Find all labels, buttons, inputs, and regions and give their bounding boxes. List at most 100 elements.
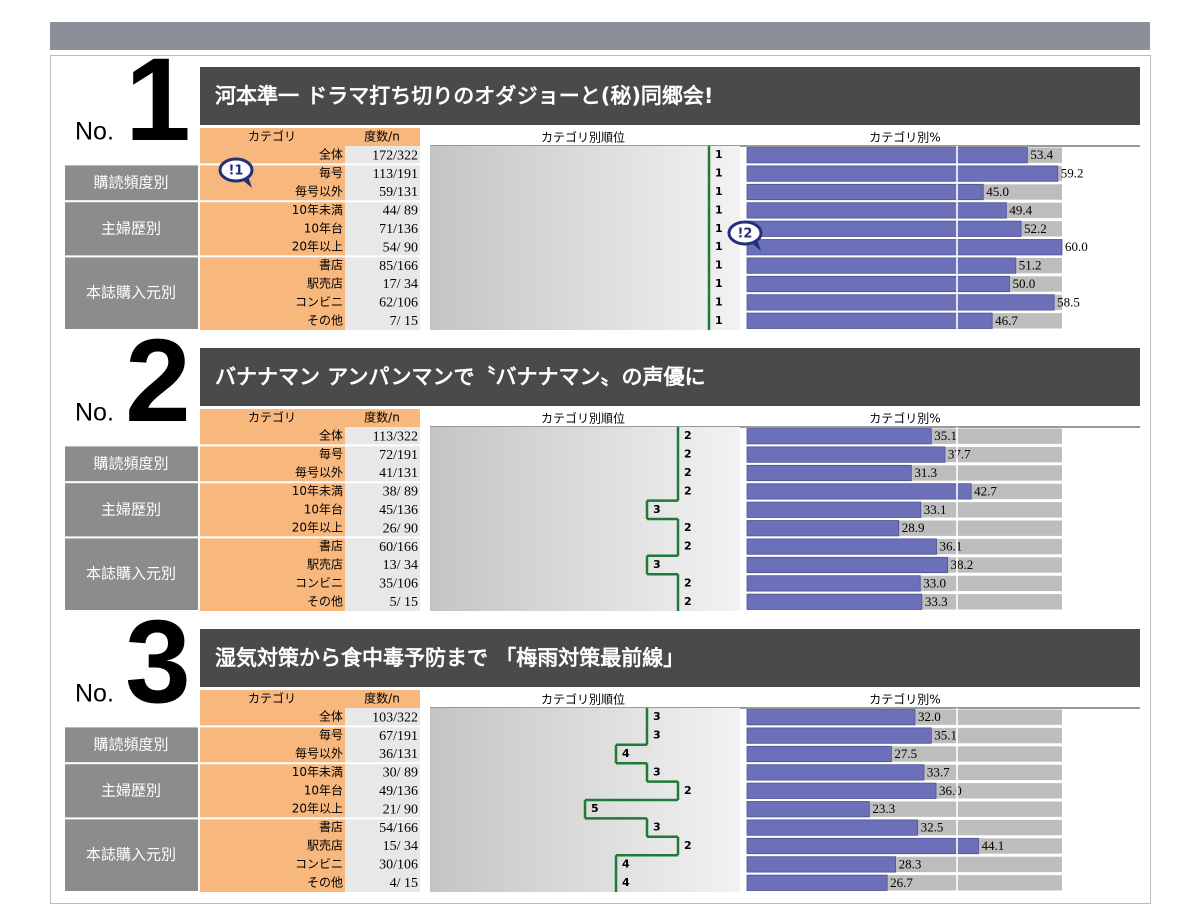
rank-value: 2 — [684, 466, 692, 479]
rank-value: 1 — [715, 314, 723, 327]
percent-bar — [746, 745, 892, 763]
category-label: 20年以上 — [292, 240, 343, 254]
percent-label: 33.3 — [925, 594, 948, 609]
group-box — [65, 446, 198, 482]
percent-label: 42.7 — [974, 483, 997, 498]
percent-bar — [746, 239, 1063, 256]
callout-bubble — [727, 220, 763, 246]
count-label: 30/106 — [379, 858, 418, 873]
percent-label: 53.4 — [1030, 147, 1053, 162]
category-label: コンビニ — [295, 857, 343, 871]
rank-value: 4 — [622, 747, 630, 760]
count-header: 度数/n — [364, 691, 400, 706]
percent-bar — [746, 874, 888, 891]
count-label: 103/322 — [372, 710, 418, 725]
rank-value: 2 — [684, 429, 692, 442]
title-bar — [200, 67, 1140, 125]
percent-bar — [746, 294, 1055, 311]
group-label: 購読頻度別 — [93, 735, 168, 753]
rank-header: カテゴリ別順位 — [541, 411, 625, 426]
category-label: その他 — [307, 594, 343, 608]
count-label: 15/ 34 — [383, 839, 418, 854]
percent-label: 60.0 — [1065, 239, 1088, 254]
count-label: 71/136 — [379, 222, 418, 237]
group-box — [65, 165, 198, 201]
group-label: 購読頻度別 — [93, 454, 168, 472]
group-box — [65, 202, 198, 256]
group-box — [65, 538, 198, 610]
category-header: カテゴリ — [248, 129, 296, 144]
percent-label: 23.3 — [872, 801, 895, 816]
group-label: 本誌購入元別 — [86, 565, 176, 583]
rank-number: 2 — [125, 315, 191, 447]
rank-no-label: No. — [75, 680, 114, 708]
percent-bar — [746, 538, 937, 555]
category-label: その他 — [307, 313, 343, 327]
rank-header: カテゴリ別順位 — [541, 130, 625, 145]
percent-header: カテゴリ別% — [869, 130, 940, 145]
percent-label: 33.1 — [924, 502, 947, 517]
rank-value: 1 — [715, 277, 723, 290]
count-label: 113/322 — [373, 429, 418, 444]
count-label: 67/191 — [379, 729, 418, 744]
category-label: 毎号 — [319, 446, 343, 461]
group-label: 主婦歴別 — [101, 781, 161, 799]
percent-bar — [746, 428, 932, 445]
rank-no-label: No. — [75, 118, 114, 146]
count-header-bg — [345, 409, 420, 427]
category-label: 駅売店 — [307, 276, 343, 291]
group-box — [65, 819, 198, 891]
percent-label: 50.0 — [1013, 276, 1036, 291]
percent-bar — [746, 183, 984, 201]
percent-label: 52.2 — [1024, 221, 1047, 236]
category-label: その他 — [307, 875, 343, 889]
percent-bar — [746, 446, 946, 463]
category-label: 10年台 — [304, 782, 343, 797]
percent-label: 44.1 — [982, 838, 1005, 853]
category-column — [200, 409, 345, 611]
group-box — [65, 727, 198, 763]
rank-value: 1 — [715, 259, 723, 272]
rank-value: 2 — [684, 521, 692, 534]
percent-header: カテゴリ別% — [869, 692, 940, 707]
count-label: 41/131 — [379, 466, 418, 481]
percent-label: 36.0 — [939, 783, 962, 798]
percent-bar — [746, 202, 1007, 219]
category-label: コンビニ — [295, 576, 343, 590]
category-label: 駅売店 — [307, 557, 343, 572]
percent-label: 28.3 — [899, 856, 922, 871]
count-label: 7/ 15 — [390, 314, 418, 329]
percent-label: 27.5 — [894, 746, 917, 761]
item-title: バナナマン アンパンマンで〝バナナマン〟の声優に — [215, 365, 706, 389]
rank-column — [430, 146, 740, 330]
rank-value: 3 — [653, 821, 661, 834]
percent-bar — [746, 147, 1028, 164]
rank-value: 2 — [684, 595, 692, 608]
count-header-bg — [345, 690, 420, 708]
rank-no-label: No. — [75, 399, 114, 427]
rank-value: 2 — [684, 484, 692, 497]
category-label: 毎号 — [319, 727, 343, 742]
callout-text: !1 — [229, 164, 244, 179]
count-label: 72/191 — [379, 448, 418, 463]
count-header: 度数/n — [364, 410, 400, 425]
category-label: 10年未満 — [292, 203, 343, 217]
percent-label: 35.1 — [934, 428, 957, 443]
percent-label: 26.7 — [890, 875, 913, 890]
group-label: 購読頻度別 — [93, 173, 168, 191]
category-label: 全体 — [319, 147, 343, 162]
percent-bar — [746, 275, 1010, 293]
item-title: 湿気対策から食中毒予防まで 「梅雨対策最前線」 — [215, 646, 684, 670]
percent-bar — [746, 856, 896, 873]
rank-value: 2 — [684, 448, 692, 461]
percent-label: 46.7 — [995, 313, 1018, 328]
percent-bar — [746, 165, 1059, 182]
rank-value: 1 — [715, 203, 723, 216]
rank-value: 1 — [715, 295, 723, 308]
percent-label: 28.9 — [902, 520, 925, 535]
percent-bar — [746, 593, 923, 610]
percent-label: 59.2 — [1061, 166, 1084, 181]
title-bar — [200, 629, 1140, 687]
count-label: 38/ 89 — [383, 485, 418, 500]
rank-value: 1 — [715, 167, 723, 180]
